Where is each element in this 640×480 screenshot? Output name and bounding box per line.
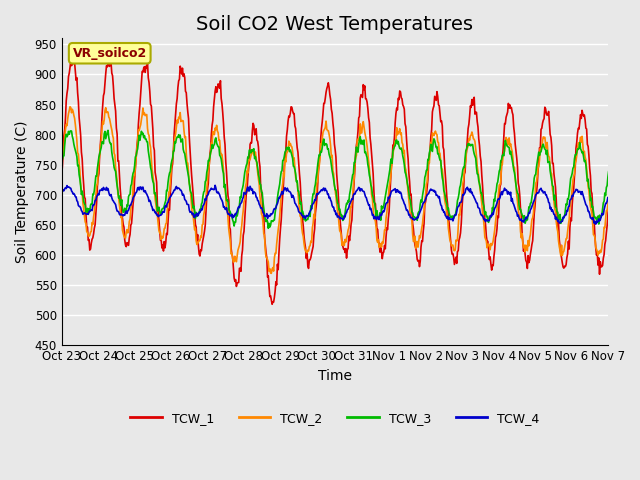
TCW_4: [234, 205, 242, 211]
TCW_4: [447, 216, 454, 222]
Text: VR_soilco2: VR_soilco2: [72, 47, 147, 60]
TCW_2: [66, 104, 74, 109]
Line: TCW_3: TCW_3: [61, 131, 640, 228]
TCW_2: [447, 243, 455, 249]
Line: TCW_2: TCW_2: [61, 107, 640, 273]
TCW_4: [285, 189, 292, 194]
TCW_4: [58, 189, 65, 195]
TCW_1: [127, 222, 134, 228]
TCW_2: [285, 143, 293, 148]
TCW_1: [285, 114, 293, 120]
TCW_3: [263, 217, 271, 223]
TCW_3: [264, 226, 272, 231]
TCW_3: [127, 183, 134, 189]
TCW_3: [104, 128, 112, 133]
TCW_2: [263, 255, 271, 261]
TCW_4: [126, 203, 134, 208]
Legend: TCW_1, TCW_2, TCW_3, TCW_4: TCW_1, TCW_2, TCW_3, TCW_4: [125, 407, 544, 430]
TCW_4: [592, 221, 600, 227]
TCW_2: [234, 247, 242, 253]
TCW_1: [268, 301, 276, 307]
TCW_2: [268, 270, 275, 276]
X-axis label: Time: Time: [318, 369, 352, 383]
Line: TCW_4: TCW_4: [61, 185, 640, 224]
Y-axis label: Soil Temperature (C): Soil Temperature (C): [15, 120, 29, 263]
TCW_2: [127, 206, 134, 212]
TCW_3: [415, 209, 422, 215]
TCW_3: [285, 149, 293, 155]
TCW_4: [211, 182, 219, 188]
TCW_3: [447, 215, 455, 220]
TCW_1: [415, 258, 422, 264]
Title: Soil CO2 West Temperatures: Soil CO2 West Temperatures: [196, 15, 474, 34]
TCW_1: [447, 247, 455, 253]
TCW_1: [263, 255, 271, 261]
Line: TCW_1: TCW_1: [61, 60, 640, 304]
TCW_2: [415, 239, 422, 245]
TCW_1: [234, 280, 242, 286]
TCW_1: [58, 172, 65, 178]
TCW_4: [414, 215, 422, 221]
TCW_1: [69, 57, 77, 63]
TCW_3: [58, 159, 65, 165]
TCW_4: [263, 211, 271, 216]
TCW_2: [58, 170, 65, 176]
TCW_3: [234, 209, 242, 215]
